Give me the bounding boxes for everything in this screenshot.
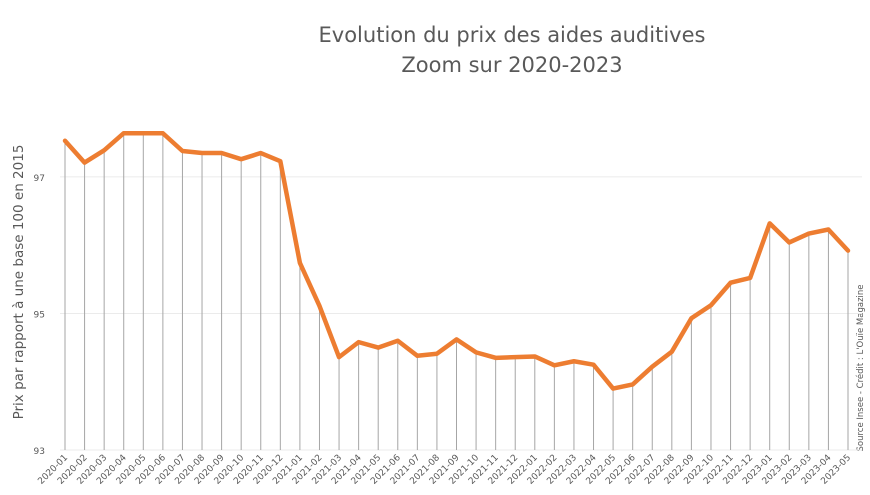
chart-subtitle: Zoom sur 2020-2023 bbox=[401, 53, 622, 77]
y-tick-label: 93 bbox=[34, 447, 45, 457]
series-line-group bbox=[62, 130, 851, 391]
x-ticks: 2020-012020-022020-032020-042020-052020-… bbox=[36, 453, 853, 487]
source-note: Source Insee - Crédit : L'Ouïe Magazine bbox=[855, 284, 866, 451]
grid bbox=[60, 176, 862, 451]
series-line bbox=[62, 130, 851, 391]
y-tick-label: 95 bbox=[34, 310, 45, 320]
drop-lines bbox=[64, 133, 849, 450]
y-tick-label: 97 bbox=[34, 174, 45, 184]
y-ticks: 93 95 97 bbox=[34, 174, 45, 457]
chart-title: Evolution du prix des aides auditives bbox=[319, 23, 706, 47]
y-axis-label: Prix par rapport à une base 100 en 2015 bbox=[11, 145, 27, 420]
